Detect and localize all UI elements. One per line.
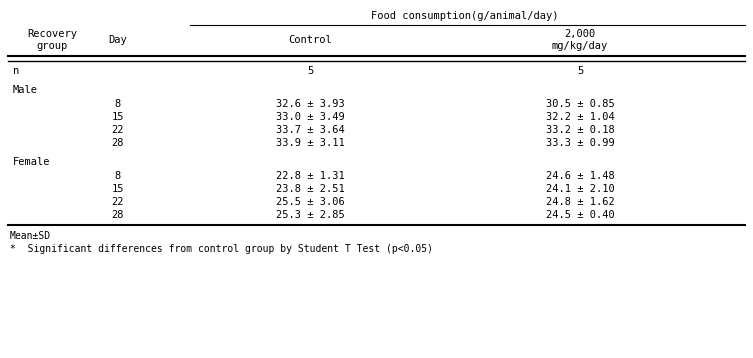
Text: 33.2 ± 0.18: 33.2 ± 0.18	[546, 125, 614, 135]
Text: 2,000
mg/kg/day: 2,000 mg/kg/day	[552, 29, 608, 51]
Text: 25.5 ± 3.06: 25.5 ± 3.06	[276, 197, 344, 207]
Text: 8: 8	[115, 171, 121, 181]
Text: 24.5 ± 0.40: 24.5 ± 0.40	[546, 210, 614, 220]
Text: 22.8 ± 1.31: 22.8 ± 1.31	[276, 171, 344, 181]
Text: 32.6 ± 3.93: 32.6 ± 3.93	[276, 99, 344, 109]
Text: Recovery
group: Recovery group	[27, 29, 77, 51]
Text: 32.2 ± 1.04: 32.2 ± 1.04	[546, 112, 614, 122]
Text: 5: 5	[307, 66, 313, 76]
Text: 33.0 ± 3.49: 33.0 ± 3.49	[276, 112, 344, 122]
Text: 23.8 ± 2.51: 23.8 ± 2.51	[276, 184, 344, 194]
Text: n: n	[13, 66, 20, 76]
Text: Food consumption(g/animal/day): Food consumption(g/animal/day)	[371, 11, 559, 21]
Text: 8: 8	[115, 99, 121, 109]
Text: 15: 15	[111, 112, 124, 122]
Text: 28: 28	[111, 210, 124, 220]
Text: 33.7 ± 3.64: 33.7 ± 3.64	[276, 125, 344, 135]
Text: Male: Male	[13, 85, 38, 95]
Text: 5: 5	[577, 66, 583, 76]
Text: Day: Day	[108, 35, 127, 45]
Text: 24.6 ± 1.48: 24.6 ± 1.48	[546, 171, 614, 181]
Text: 25.3 ± 2.85: 25.3 ± 2.85	[276, 210, 344, 220]
Text: Female: Female	[13, 157, 50, 167]
Text: 30.5 ± 0.85: 30.5 ± 0.85	[546, 99, 614, 109]
Text: *  Significant differences from control group by Student T Test (p<0.05): * Significant differences from control g…	[10, 244, 433, 254]
Text: 33.3 ± 0.99: 33.3 ± 0.99	[546, 138, 614, 148]
Text: 15: 15	[111, 184, 124, 194]
Text: Control: Control	[288, 35, 332, 45]
Text: 24.8 ± 1.62: 24.8 ± 1.62	[546, 197, 614, 207]
Text: 22: 22	[111, 197, 124, 207]
Text: 24.1 ± 2.10: 24.1 ± 2.10	[546, 184, 614, 194]
Text: 33.9 ± 3.11: 33.9 ± 3.11	[276, 138, 344, 148]
Text: Mean±SD: Mean±SD	[10, 231, 51, 241]
Text: 28: 28	[111, 138, 124, 148]
Text: 22: 22	[111, 125, 124, 135]
